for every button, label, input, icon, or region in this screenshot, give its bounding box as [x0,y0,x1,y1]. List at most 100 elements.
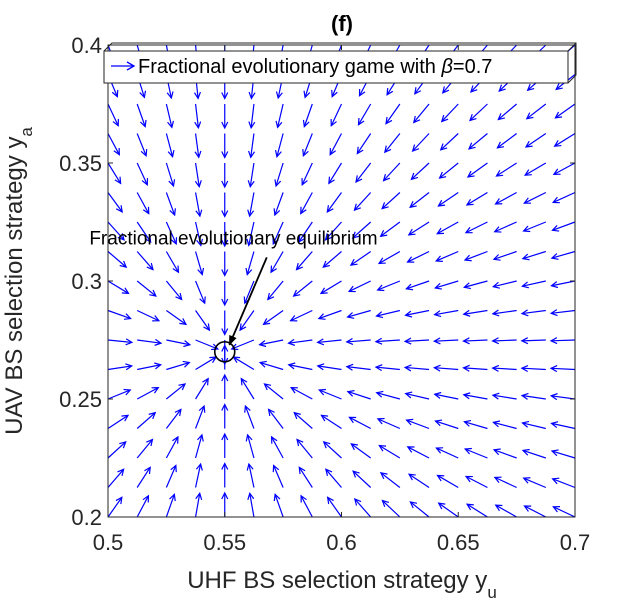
field-arrow-head [298,466,306,475]
field-arrow-head [300,206,307,215]
field-arrow [300,494,313,518]
field-arrow-shaft [434,393,459,400]
field-arrow [165,493,176,518]
field-arrow-shaft [523,221,547,232]
field-arrow [377,250,401,265]
field-arrow-shaft [435,250,459,262]
field-arrow-shaft [300,192,313,214]
field-arrow-shaft [246,434,255,459]
field-arrow-head [357,117,365,126]
field-arrow-shaft [136,467,151,488]
field-arrow-head [437,502,446,510]
field-arrow [382,162,401,182]
field-arrow-head [550,253,559,260]
field-arrow [491,364,517,372]
field-arrow-head [358,89,366,97]
field-arrow-shaft [264,383,284,400]
field-arrow [246,221,255,247]
field-arrow-head [523,169,532,176]
x-axis-ticks: 0.5 0.55 0.6 0.65 0.7 [93,45,590,555]
field-arrow-shaft [553,162,576,175]
field-arrow [240,377,255,400]
field-arrow [247,192,255,218]
field-arrow-head [302,149,309,158]
field-arrow [434,250,459,262]
field-arrow [465,191,488,206]
field-arrow-shaft [272,221,284,245]
field-arrow [523,505,547,518]
field-arrow-head [345,363,354,371]
field-arrow [433,391,459,400]
field-arrow-shaft [273,465,284,488]
field-arrow-head [316,338,325,346]
field-arrow [403,337,430,345]
field-arrow [551,191,576,204]
field-arrow-shaft [521,309,546,315]
field-arrow-head [375,311,384,319]
field-arrow-shaft [551,422,576,430]
field-arrow [356,133,372,155]
field-arrow [165,162,176,188]
field-arrow-shaft [194,463,202,488]
field-arrow [436,221,459,235]
field-arrow-head [520,309,529,317]
field-arrow-head [139,119,147,128]
field-arrow-shaft [408,473,430,488]
field-arrow-head [352,470,360,478]
field-arrow-shaft [195,378,209,400]
field-arrow-head [407,473,416,481]
field-arrow-head [154,362,163,370]
field-arrow [316,338,342,346]
field-arrow-shaft [107,339,132,344]
field-arrow [221,462,229,488]
field-arrow [411,133,430,153]
x-tick-label: 0.55 [203,530,246,555]
field-arrow-head [179,318,188,326]
field-arrow-head [462,337,470,345]
field-arrow-shaft [354,192,372,211]
field-arrow [165,280,183,301]
field-arrow-head [550,449,559,457]
field-arrow-shaft [551,280,576,287]
field-arrow-head [175,292,183,301]
field-arrow [195,280,206,305]
field-arrow-head [211,343,220,351]
field-arrow-shaft [352,221,372,239]
field-arrow [316,363,342,371]
field-arrow-head [464,475,473,483]
field-arrow-shaft [107,133,120,155]
field-arrow [272,221,284,246]
field-arrow [230,339,255,351]
field-arrow [107,251,128,269]
field-arrow-shaft [493,449,517,459]
field-arrow [440,103,459,123]
field-arrow [464,475,488,489]
field-arrow [374,337,400,345]
field-arrow-head [435,447,444,454]
field-arrow [289,309,313,322]
field-arrow-shaft [495,191,517,205]
field-arrow [491,337,517,345]
field-arrow-shaft [405,309,430,316]
field-arrow-head [384,145,392,154]
field-arrow [491,280,517,289]
field-arrow [136,103,147,128]
field-arrow-head [385,116,393,125]
field-arrow [345,363,371,371]
field-arrow [525,103,547,120]
field-arrow-head [495,169,504,177]
field-arrow-shaft [302,133,313,156]
field-arrow [195,356,218,371]
field-arrow-head [436,227,445,235]
field-arrow-head [248,150,256,159]
field-arrow-shaft [436,221,459,235]
field-arrow [433,309,459,318]
field-arrow-shaft [349,416,371,430]
field-arrow-head [182,360,191,368]
field-arrow-shaft [275,162,284,187]
field-arrow-head [149,289,157,297]
field-arrow-head [245,267,253,276]
field-arrow [221,163,229,189]
field-arrow-shaft [464,250,488,261]
field-arrow-shaft [552,221,576,231]
